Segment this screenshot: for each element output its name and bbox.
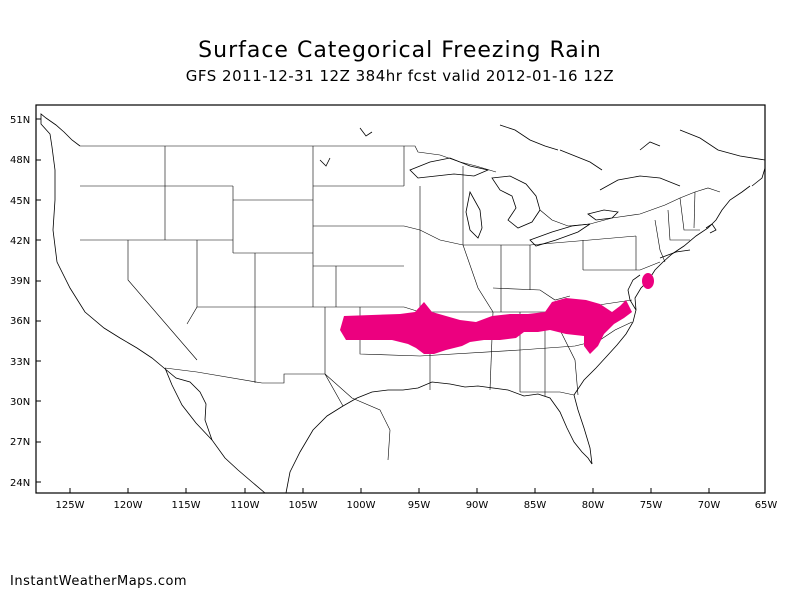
freezing-rain-band	[340, 298, 632, 354]
lat-label: 30N	[10, 397, 30, 408]
lat-label: 48N	[10, 155, 30, 166]
lat-label: 33N	[10, 357, 30, 368]
state-borders	[80, 145, 721, 461]
lon-label: 125W	[56, 500, 85, 511]
lon-label: 90W	[466, 500, 489, 511]
lon-label: 115W	[172, 500, 201, 511]
lat-label: 51N	[10, 115, 30, 126]
freezing-rain-spot	[642, 273, 654, 289]
coastline	[40, 113, 766, 494]
map-subtitle: GFS 2011-12-31 12Z 384hr fcst valid 2012…	[185, 67, 615, 85]
lat-label: 45N	[10, 196, 30, 207]
lon-label: 70W	[698, 500, 721, 511]
latitude-axis: 51N 48N 45N 42N 39N 36N 33N 30N 27N 24N	[10, 115, 41, 489]
site-credit: InstantWeatherMaps.com	[10, 574, 188, 589]
lon-label: 100W	[347, 500, 376, 511]
lon-label: 65W	[755, 500, 778, 511]
map-frame	[35, 104, 766, 494]
lon-label: 110W	[231, 500, 260, 511]
map-title: Surface Categorical Freezing Rain	[198, 38, 602, 63]
lon-label: 105W	[289, 500, 318, 511]
lon-label: 85W	[524, 500, 547, 511]
lat-label: 27N	[10, 437, 30, 448]
lon-label: 95W	[408, 500, 431, 511]
lon-label: 80W	[582, 500, 605, 511]
lat-label: 24N	[10, 478, 30, 489]
lat-label: 39N	[10, 276, 30, 287]
lon-label: 75W	[640, 500, 663, 511]
freezing-rain-area	[340, 273, 654, 354]
lat-label: 42N	[10, 236, 30, 247]
longitude-axis: 125W 120W 115W 110W 105W 100W 95W 90W 85…	[56, 488, 778, 511]
lon-label: 120W	[114, 500, 143, 511]
lat-label: 36N	[10, 316, 30, 327]
